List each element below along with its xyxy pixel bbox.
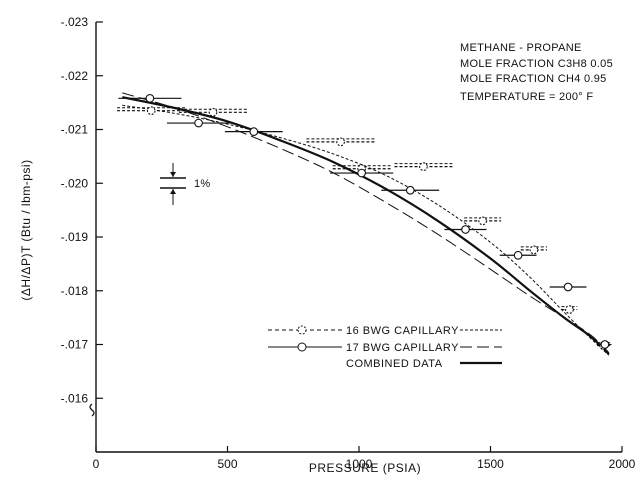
point-16-bwg [208,107,218,117]
legend-marker-16-bwg [297,325,307,335]
legend: 16 BWG CAPILLARY 17 BWG CAPILLARY COMBIN… [268,325,502,370]
legend-marker-17-bwg [297,342,307,352]
point-17-bwg [563,282,573,292]
legend-label-17-bwg: 17 BWG CAPILLARY [346,342,459,354]
legend-item-17-bwg: 17 BWG CAPILLARY [268,342,502,354]
legend-label-combined: COMBINED DATA [346,358,443,370]
annotation-block: METHANE - PROPANE MOLE FRACTION C3H8 0.0… [460,42,613,103]
annotation-propane-fraction: MOLE FRACTION C3H8 0.05 [460,58,613,70]
legend-label-16-bwg: 16 BWG CAPILLARY [346,325,459,337]
y-axis-title: (ΔH/ΔP)T (Btu / lbm-psi) [19,159,33,300]
point-17-bwg [461,225,470,234]
percent-scale-marker: 1% [160,163,211,205]
y-tick-label: -.016 [61,391,89,405]
y-tick-label: -.021 [61,123,89,137]
point-17-bwg [600,340,610,349]
y-tick-label: -.020 [61,176,89,190]
scale-label: 1% [194,178,211,190]
annotation-methane-fraction: MOLE FRACTION CH4 0.95 [460,73,607,85]
chart-curves [122,92,610,356]
x-tick-label: 1500 [477,457,504,471]
point-17-bwg [249,127,259,136]
x-tick-label: 2000 [609,457,636,471]
point-16-bwg [419,162,428,171]
point-17-bwg [145,93,155,103]
point-16-bwg [146,106,156,116]
point-17-bwg [194,118,203,128]
y-tick-label: -.022 [61,69,89,83]
x-tick-label: 1000 [346,457,373,471]
x-axis-title: PRESSURE (PSIA) [309,461,421,475]
y-axis-title-text: (ΔH/ΔP)T (Btu / lbm-psi) [19,159,33,300]
point-17-bwg [405,185,415,195]
annotation-temperature: TEMPERATURE = 200° F [460,91,593,103]
point-16-bwg [565,305,574,314]
y-tick-label: -.019 [61,230,89,244]
point-17-bwg [513,250,523,260]
y-tick-label: -.017 [61,338,89,352]
point-17-bwg [357,168,366,178]
point-16-bwg [529,245,539,255]
x-axis-ticks: 0 500 1000 1500 2000 [93,446,636,471]
legend-item-combined: COMBINED DATA [346,358,502,370]
chart-axes [89,22,622,453]
scale-arrowhead-top [170,172,176,177]
curve-16-bwg [122,104,610,356]
y-tick-label: -.018 [61,284,89,298]
point-16-bwg [478,216,487,226]
x-tick-label: 0 [93,457,100,471]
legend-item-16-bwg: 16 BWG CAPILLARY [268,325,502,337]
chart-points [117,93,612,350]
scale-arrowhead-bottom [170,189,176,194]
y-tick-label: -.023 [61,15,89,29]
point-16-bwg [336,137,345,147]
y-axis-ticks: -.016 -.017 -.018 -.019 -.020 -.021 -.022 -.023 [61,15,103,405]
x-tick-label: 500 [217,457,237,471]
curve-17-bwg [122,92,610,353]
annotation-system: METHANE - PROPANE [460,42,582,54]
curve-combined [122,96,610,355]
y-axis-break [89,403,95,417]
